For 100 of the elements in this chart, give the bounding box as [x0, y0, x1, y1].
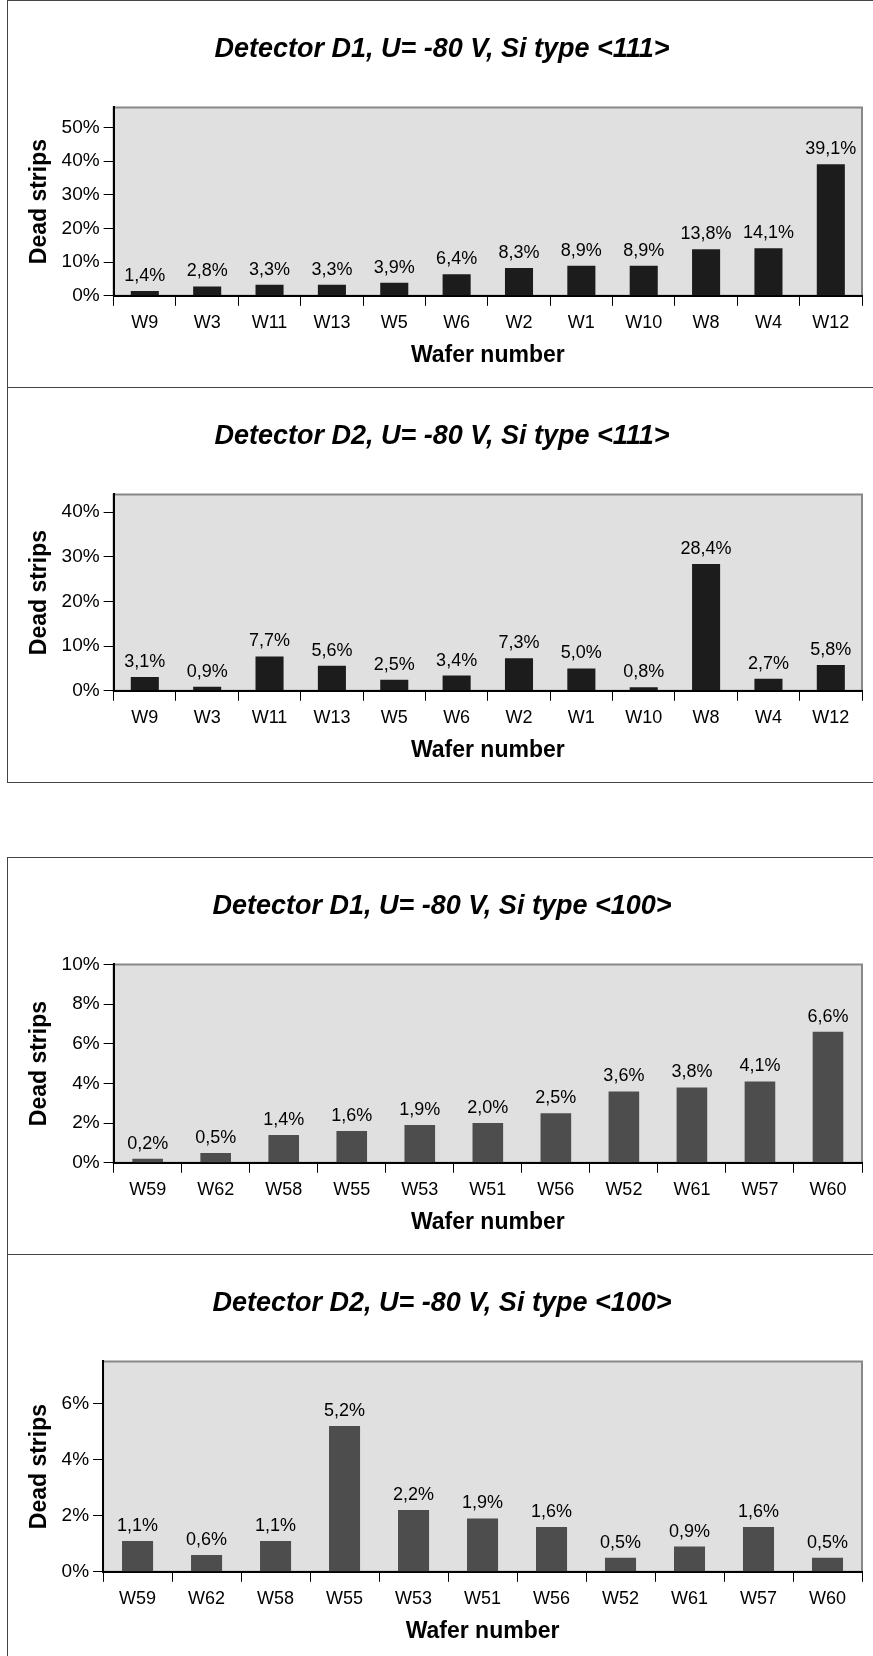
data-label: 3,3%: [249, 258, 291, 279]
x-axis-title: Wafer number: [410, 340, 565, 367]
y-tick-label: 2%: [61, 1503, 90, 1525]
data-label: 1,6%: [331, 1105, 373, 1126]
x-tick-label: W13: [313, 706, 351, 727]
bar: [673, 1546, 706, 1572]
x-tick-label: W8: [692, 311, 720, 332]
bar: [191, 1554, 223, 1572]
bar: [122, 1540, 154, 1572]
bar: [754, 248, 783, 296]
x-tick-label: W2: [505, 706, 533, 727]
data-label: 5,2%: [324, 1399, 366, 1420]
data-label: 1,4%: [124, 265, 166, 286]
data-label: 2,0%: [467, 1097, 509, 1118]
bar: [540, 1113, 572, 1163]
y-tick-label: 8%: [72, 992, 100, 1014]
x-tick-label: W11: [251, 311, 288, 332]
y-axis-title: Dead strips: [25, 1000, 52, 1127]
data-label: 28,4%: [680, 538, 732, 558]
chart-title: Detector D1, U= -80 V, Si type <100>: [212, 889, 672, 920]
bar: [754, 678, 783, 691]
bar: [816, 164, 845, 296]
x-tick-label: W52: [605, 1178, 643, 1199]
data-label: 13,8%: [680, 223, 732, 244]
data-label: 5,8%: [810, 638, 852, 659]
bar: [692, 564, 721, 691]
x-tick-label: W62: [197, 1178, 235, 1199]
data-label: 7,7%: [249, 630, 291, 651]
chart-title: Detector D1, U= -80 V, Si type <111>: [214, 32, 670, 63]
data-label: 2,7%: [747, 652, 789, 673]
x-tick-label: W13: [313, 311, 351, 332]
bar: [567, 265, 596, 296]
x-tick-label: W56: [533, 1587, 571, 1608]
bar: [812, 1031, 844, 1163]
bar: [317, 284, 346, 296]
x-tick-label: W9: [131, 311, 159, 332]
bar: [567, 668, 596, 691]
bar: [380, 282, 409, 296]
y-tick-label: 20%: [61, 589, 100, 611]
bar: [676, 1087, 708, 1163]
bar: [442, 274, 471, 296]
x-tick-label: W3: [193, 311, 221, 332]
data-label: 1,4%: [263, 1108, 305, 1129]
data-label: 3,8%: [671, 1061, 713, 1082]
x-tick-label: W57: [740, 1587, 778, 1608]
y-tick-label: 6%: [61, 1391, 90, 1413]
data-label: 2,5%: [373, 653, 415, 674]
bar: [193, 286, 222, 296]
data-label: 14,1%: [742, 222, 794, 243]
y-tick-label: 0%: [72, 679, 100, 701]
data-label: 3,3%: [311, 258, 353, 279]
x-tick-label: W4: [754, 311, 782, 332]
x-tick-label: W12: [812, 706, 850, 727]
data-label: 1,1%: [255, 1514, 297, 1535]
x-tick-label: W61: [673, 1178, 711, 1199]
x-tick-label: W62: [188, 1587, 226, 1608]
bar: [608, 1091, 640, 1163]
y-tick-label: 0%: [61, 1560, 90, 1582]
bar: [744, 1081, 776, 1163]
data-label: 8,3%: [498, 241, 540, 262]
data-label: 1,9%: [462, 1492, 504, 1513]
x-tick-label: W57: [741, 1178, 779, 1199]
y-tick-label: 20%: [61, 216, 100, 238]
bar: [255, 656, 284, 691]
chart-title: Detector D2, U= -80 V, Si type <111>: [214, 419, 670, 450]
y-axis-title: Dead strips: [25, 1403, 52, 1530]
data-label: 39,1%: [805, 138, 857, 159]
y-tick-label: 4%: [72, 1071, 100, 1093]
data-label: 3,6%: [603, 1065, 645, 1086]
y-axis-title: Dead strips: [25, 138, 52, 265]
chart-title: Detector D2, U= -80 V, Si type <100>: [212, 1286, 672, 1317]
bar: [398, 1510, 430, 1572]
bar: [130, 291, 159, 296]
x-tick-label: W12: [812, 311, 850, 332]
x-tick-label: W59: [119, 1587, 157, 1608]
data-label: 3,1%: [124, 650, 166, 671]
bar: [404, 1125, 436, 1163]
bar: [605, 1557, 637, 1572]
x-tick-label: W51: [464, 1587, 502, 1608]
bar: [260, 1540, 292, 1572]
x-tick-label: W56: [537, 1178, 575, 1199]
bar: [504, 658, 534, 691]
data-label: 0,6%: [186, 1528, 228, 1549]
x-tick-label: W52: [602, 1587, 640, 1608]
bar: [629, 687, 658, 691]
y-tick-label: 50%: [61, 115, 100, 137]
data-label: 0,5%: [600, 1531, 642, 1552]
bar: [467, 1518, 499, 1572]
x-tick-label: W61: [671, 1587, 709, 1608]
y-tick-label: 0%: [72, 1151, 100, 1173]
x-tick-label: W2: [505, 311, 533, 332]
data-label: 8,9%: [560, 239, 602, 260]
x-tick-label: W51: [469, 1178, 507, 1199]
y-axis-title: Dead strips: [25, 529, 52, 656]
x-axis-title: Wafer number: [410, 1207, 565, 1234]
y-tick-label: 40%: [61, 149, 100, 171]
y-tick-label: 30%: [61, 545, 100, 567]
data-label: 0,2%: [127, 1132, 169, 1153]
data-label: 1,1%: [117, 1514, 159, 1535]
x-axis-title: Wafer number: [405, 1616, 560, 1643]
